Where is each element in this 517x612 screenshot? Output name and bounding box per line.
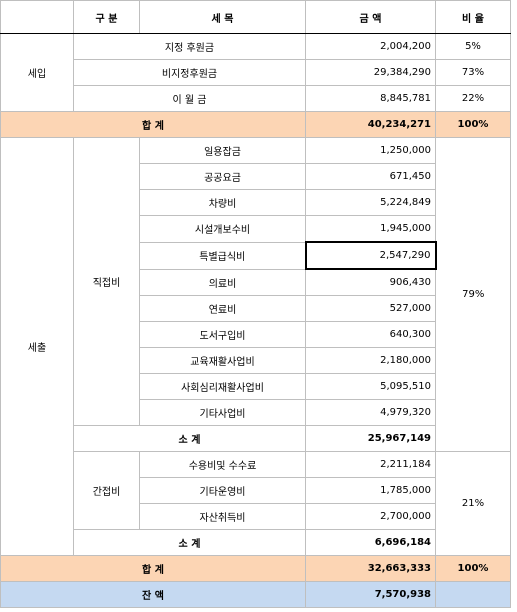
item-cell: 특별급식비: [139, 241, 306, 270]
balance-label: 잔 액: [0, 581, 306, 608]
item-cell: 이 월 금: [73, 85, 306, 112]
subtotal-amount: 25,967,149: [305, 425, 436, 452]
item-cell: 자산취득비: [139, 503, 306, 530]
table-row: 간접비 수용비및 수수료 2,211,184 21%: [1, 451, 511, 556]
amount-cell: 640,300: [305, 321, 436, 348]
ratio-cell: 21%: [435, 451, 511, 556]
total-ratio: 100%: [435, 111, 511, 138]
amount-cell: 2,004,200: [305, 33, 436, 60]
table-row: 사회심리재활사업비 5,095,510: [1, 373, 511, 400]
amount-cell: 906,430: [305, 268, 436, 296]
amount-cell: 29,384,290: [305, 59, 436, 86]
ratio-cell: 22%: [435, 85, 511, 112]
group-label: 직접비: [73, 137, 140, 426]
amount-cell: 8,845,781: [305, 85, 436, 112]
item-cell: 교육재활사업비: [139, 347, 306, 374]
item-cell: 기타운영비: [139, 477, 306, 504]
table-row: 잔 액 7,570,938: [0, 581, 511, 608]
amount-cell: 5,224,849: [305, 189, 436, 216]
item-cell: 시설개보수비: [139, 215, 306, 243]
section-label: 세출: [0, 137, 74, 556]
item-cell: 차량비: [139, 189, 306, 216]
table-row: 의료비 906,430: [1, 268, 511, 296]
total-amount: 40,234,271: [305, 111, 436, 138]
amount-cell: 2,211,184: [305, 451, 436, 478]
table-row: 합 계 40,234,271 100%: [0, 111, 511, 138]
item-cell: 수용비및 수수료: [139, 451, 306, 478]
subtotal-amount: 6,696,184: [305, 529, 436, 556]
header-cell: 비 율: [435, 0, 511, 34]
item-cell: 비지정후원금: [73, 59, 306, 86]
table-row: 도서구입비 640,300: [1, 321, 511, 348]
amount-cell: 5,095,510: [305, 373, 436, 400]
item-cell: 사회심리재활사업비: [139, 373, 306, 400]
amount-cell: 1,250,000: [305, 137, 436, 164]
table-row: 시설개보수비 1,945,000: [1, 215, 511, 243]
amount-cell: 2,700,000: [305, 503, 436, 530]
item-cell: 의료비: [139, 268, 306, 296]
amount-cell: 2,180,000: [305, 347, 436, 374]
amount-cell: 671,450: [305, 163, 436, 190]
table-row: 소 계 6,696,184: [1, 529, 511, 556]
header-cell: 세 목: [139, 0, 306, 34]
table-row: 합 계 32,663,333 100%: [0, 555, 511, 582]
item-cell: 도서구입비: [139, 321, 306, 348]
table-row: 자산취득비 2,700,000: [1, 503, 511, 530]
table-row: 교육재활사업비 2,180,000: [1, 347, 511, 374]
amount-cell: 527,000: [305, 295, 436, 322]
table-row: 소 계 25,967,149: [1, 425, 511, 452]
amount-cell: 1,945,000: [305, 215, 436, 243]
ratio-cell: 79%: [435, 137, 511, 452]
balance-amount: 7,570,938: [305, 581, 436, 608]
table-row: 차량비 5,224,849: [1, 189, 511, 216]
item-cell: 공공요금: [139, 163, 306, 190]
item-cell: 지정 후원금: [73, 33, 306, 60]
amount-cell: 2,547,290: [304, 241, 437, 270]
total-label: 합 계: [0, 555, 306, 582]
total-amount: 32,663,333: [305, 555, 436, 582]
header-cell: 금 액: [305, 0, 436, 34]
ratio-cell: 5%: [435, 33, 511, 60]
amount-cell: 4,979,320: [305, 399, 436, 426]
table-row: 이 월 금 8,845,781 22%: [1, 85, 511, 112]
total-ratio: 100%: [435, 555, 511, 582]
item-cell: 기타사업비: [139, 399, 306, 426]
subtotal-label: 소 계: [73, 425, 306, 452]
ratio-cell: 73%: [435, 59, 511, 86]
table-row: 기타운영비 1,785,000: [1, 477, 511, 504]
table-row: 특별급식비 2,547,290: [1, 241, 511, 270]
table-row: 비지정후원금 29,384,290 73%: [1, 59, 511, 86]
table-row: 세입 지정 후원금 2,004,200 5%: [0, 33, 511, 112]
subtotal-label: 소 계: [73, 529, 306, 556]
group-label: 간접비: [73, 451, 140, 530]
item-cell: 연료비: [139, 295, 306, 322]
table-row: 기타사업비 4,979,320: [1, 399, 511, 426]
total-label: 합 계: [0, 111, 306, 138]
table-row: 세출 직접비 일용잡금 1,250,000 79%: [0, 137, 511, 556]
header-cell: 구 분: [73, 0, 140, 34]
amount-cell: 1,785,000: [305, 477, 436, 504]
item-cell: 일용잡금: [139, 137, 306, 164]
header-blank: [0, 0, 74, 34]
section-label: 세입: [0, 33, 74, 112]
balance-ratio: [435, 581, 511, 608]
